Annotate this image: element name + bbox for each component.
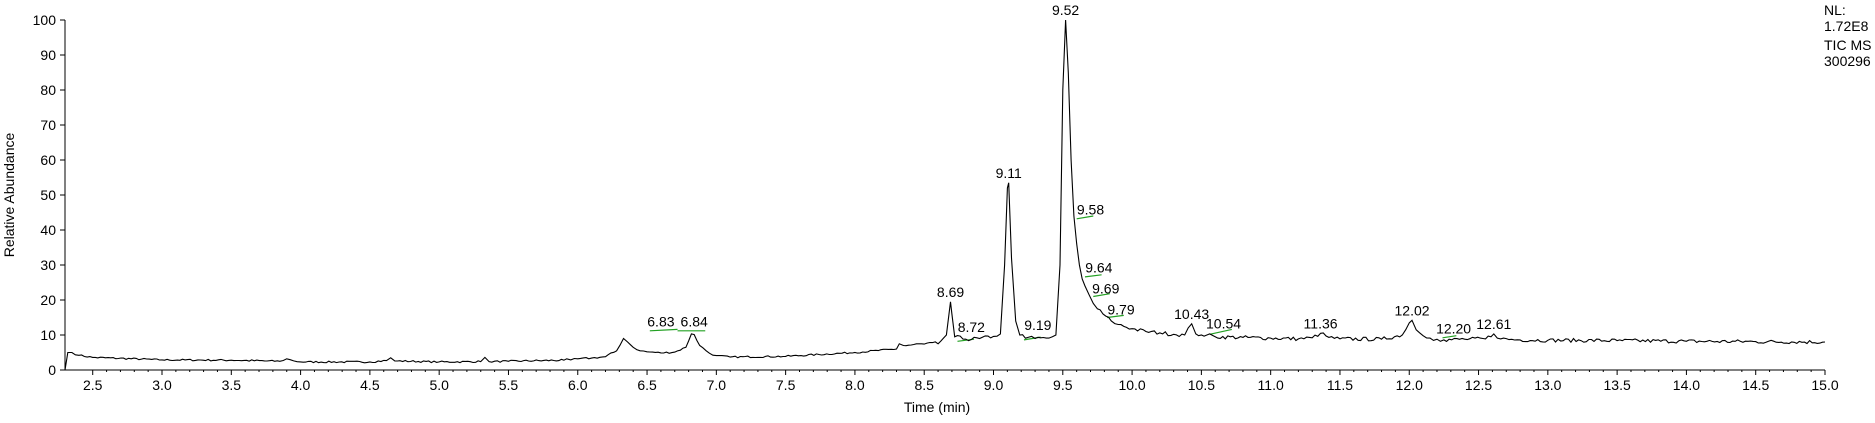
- peak-label: 9.64: [1085, 259, 1112, 275]
- peak-label: 9.79: [1107, 301, 1134, 317]
- peak-label: 6.83: [647, 314, 674, 330]
- x-tick-labels: 2.5 3.0 3.5 4.0 4.5 5.0 5.5 6.0 6.5 7.0 7.5 8.0 8.5 9…: [83, 377, 1839, 393]
- y-tick-labels: 0 10 20 30 40 50 60 70 80 90 100: [33, 12, 57, 378]
- x-tick-label: 7.5: [776, 377, 796, 393]
- nl-label: NL:: [1824, 2, 1846, 18]
- peak-label: 8.69: [937, 284, 964, 300]
- x-tick-label: 3.5: [222, 377, 242, 393]
- x-tick-label: 11.5: [1327, 377, 1353, 393]
- x-tick-label: 14.0: [1673, 377, 1700, 393]
- axis-ticks: [60, 19, 1826, 375]
- x-tick-label: 9.0: [984, 377, 1004, 393]
- sample-id: 300296: [1824, 53, 1871, 69]
- y-tick-label: 10: [40, 327, 56, 343]
- x-tick-label: 6.0: [568, 377, 588, 393]
- x-tick-label: 10.5: [1188, 377, 1215, 393]
- y-tick-label: 90: [40, 47, 56, 63]
- peak-label: 9.58: [1077, 202, 1104, 218]
- y-tick-label: 70: [40, 117, 56, 133]
- x-tick-label: 13.5: [1604, 377, 1631, 393]
- baseline-marker: [1084, 274, 1102, 278]
- x-tick-label: 4.0: [291, 377, 311, 393]
- y-tick-label: 20: [40, 292, 56, 308]
- x-tick-label: 6.5: [637, 377, 657, 393]
- y-tick-label: 100: [33, 12, 57, 28]
- peak-label: 8.72: [958, 319, 985, 335]
- peak-label: 11.36: [1304, 315, 1338, 331]
- baseline-marker: [649, 328, 678, 332]
- trace-type: TIC MS: [1824, 37, 1872, 53]
- x-tick-label: 2.5: [83, 377, 103, 393]
- x-tick-label: 11.0: [1258, 377, 1284, 393]
- x-tick-label: 8.5: [914, 377, 934, 393]
- peak-label: 9.11: [996, 165, 1022, 181]
- baseline-marker: [1442, 335, 1457, 339]
- peak-label: 10.43: [1174, 306, 1209, 322]
- peak-label: 12.02: [1395, 302, 1430, 318]
- y-axis-title: Relative Abundance: [1, 133, 17, 258]
- x-tick-label: 7.0: [707, 377, 727, 393]
- peak-label: 9.19: [1024, 317, 1051, 333]
- x-tick-label: 5.0: [429, 377, 449, 393]
- y-tick-label: 50: [40, 187, 56, 203]
- x-tick-label: 12.5: [1465, 377, 1492, 393]
- tic-trace-line: [64, 19, 1826, 371]
- nl-value: 1.72E8: [1824, 18, 1869, 34]
- x-tick-label: 3.0: [152, 377, 172, 393]
- baseline-marker: [1107, 314, 1124, 319]
- peak-label: 6.84: [681, 314, 708, 330]
- x-tick-label: 13.0: [1534, 377, 1561, 393]
- x-tick-label: 4.5: [360, 377, 380, 393]
- y-tick-label: 60: [40, 152, 56, 168]
- y-tick-label: 40: [40, 222, 56, 238]
- peak-label: 9.52: [1052, 2, 1079, 18]
- peak-label: 12.61: [1476, 316, 1511, 332]
- x-tick-label: 12.0: [1396, 377, 1423, 393]
- y-tick-label: 80: [40, 82, 56, 98]
- x-tick-label: 14.5: [1742, 377, 1769, 393]
- y-tick-label: 0: [48, 362, 56, 378]
- peak-labels: 6.83 6.84 8.69 8.72 9.11 9.19 9.52 9.58 9.64 9.69…: [647, 2, 1511, 337]
- peak-label: 9.69: [1092, 280, 1119, 296]
- x-tick-label: 5.5: [499, 377, 519, 393]
- baseline-marker: [1209, 328, 1232, 335]
- x-tick-label: 10.0: [1118, 377, 1145, 393]
- x-tick-label: 15.0: [1811, 377, 1838, 393]
- peak-label: 12.20: [1436, 321, 1471, 337]
- y-tick-label: 30: [40, 257, 56, 273]
- peak-label: 10.54: [1206, 315, 1241, 331]
- x-tick-label: 8.0: [845, 377, 865, 393]
- x-axis-title: Time (min): [904, 399, 970, 415]
- x-tick-label: 9.5: [1053, 377, 1073, 393]
- baseline-marker: [1093, 293, 1111, 298]
- baseline-marker: [1076, 215, 1094, 220]
